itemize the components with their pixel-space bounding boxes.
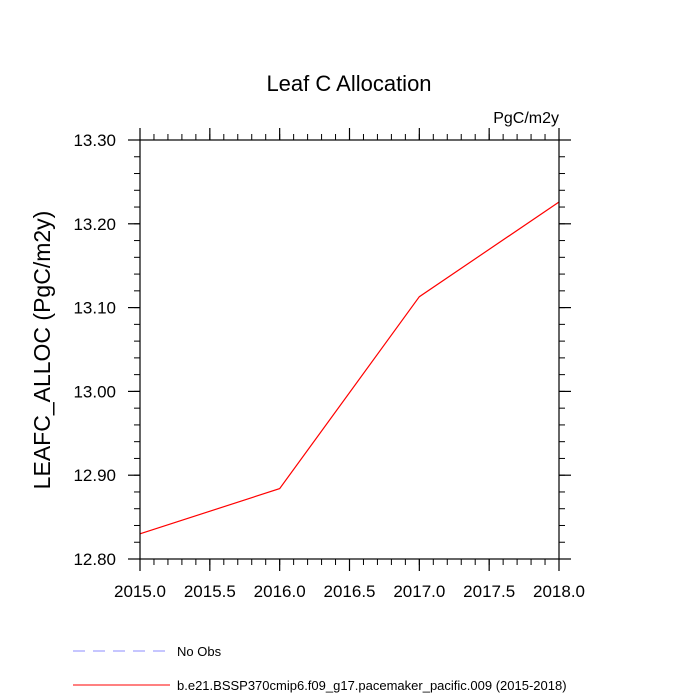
minor-ticks — [134, 134, 565, 565]
series-layer — [139, 201, 560, 535]
x-tick-labels: 2015.0 2015.5 2016.0 2016.5 2017.0 2017.5 2018… — [114, 582, 585, 601]
plot-frame — [139, 139, 560, 560]
legend: No Obs b.e21.BSSP370cmip6.f09_g17.pacema… — [73, 644, 567, 693]
y-tick-label: 12.90 — [73, 466, 116, 485]
x-tick-label: 2015.5 — [184, 582, 236, 601]
x-tick-label: 2017.0 — [393, 582, 445, 601]
x-tick-label: 2016.0 — [254, 582, 306, 601]
x-tick-label: 2018.0 — [533, 582, 585, 601]
units-label: PgC/m2y — [493, 110, 559, 127]
y-axis-label: LEAFC_ALLOC (PgC/m2y) — [29, 211, 55, 490]
legend-label-series: b.e21.BSSP370cmip6.f09_g17.pacemaker_pac… — [177, 678, 567, 693]
x-tick-label: 2017.5 — [463, 582, 515, 601]
y-tick-label: 13.20 — [73, 215, 116, 234]
y-tick-label: 13.10 — [73, 299, 116, 318]
series-line — [139, 201, 560, 535]
y-tick-labels: 12.80 12.90 13.00 13.10 13.20 13.30 — [73, 131, 116, 569]
legend-label-no-obs: No Obs — [177, 644, 222, 659]
x-tick-label: 2015.0 — [114, 582, 166, 601]
x-tick-label: 2016.5 — [324, 582, 376, 601]
y-tick-label: 13.00 — [73, 382, 116, 401]
y-tick-label: 13.30 — [73, 131, 116, 150]
y-tick-label: 12.80 — [73, 550, 116, 569]
chart-title: Leaf C Allocation — [266, 71, 431, 96]
major-ticks — [128, 128, 571, 571]
